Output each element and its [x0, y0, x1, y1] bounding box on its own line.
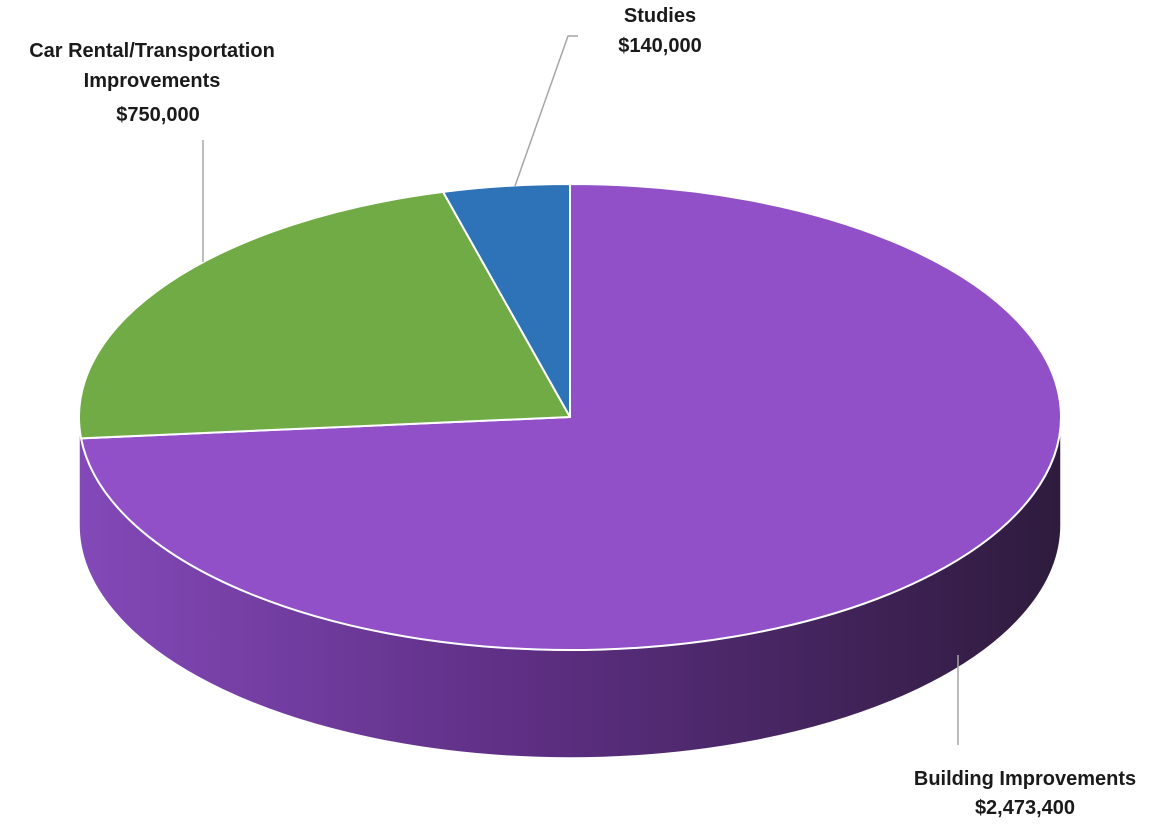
pie-slice-building-improvements — [80, 183, 1062, 651]
pie-slice-studies — [442, 183, 571, 418]
leader-studies — [514, 35, 578, 187]
label-value-building: $2,473,400 — [975, 797, 1075, 819]
leader-lines — [202, 35, 959, 745]
label-value-car-rental: $750,000 — [116, 104, 199, 126]
label-category-car-rental-line2: Improvements — [84, 70, 221, 92]
label-category-car-rental: Car Rental/Transportation Improvements — [29, 40, 275, 92]
label-category-studies: Studies — [624, 5, 696, 27]
label-category-car-rental-line1: Car Rental/Transportation — [29, 40, 275, 62]
label-category-building: Building Improvements — [914, 768, 1136, 790]
pie-top — [78, 183, 1062, 651]
pie-slice-car-rental-transportation — [78, 190, 571, 440]
label-value-studies: $140,000 — [618, 35, 701, 57]
